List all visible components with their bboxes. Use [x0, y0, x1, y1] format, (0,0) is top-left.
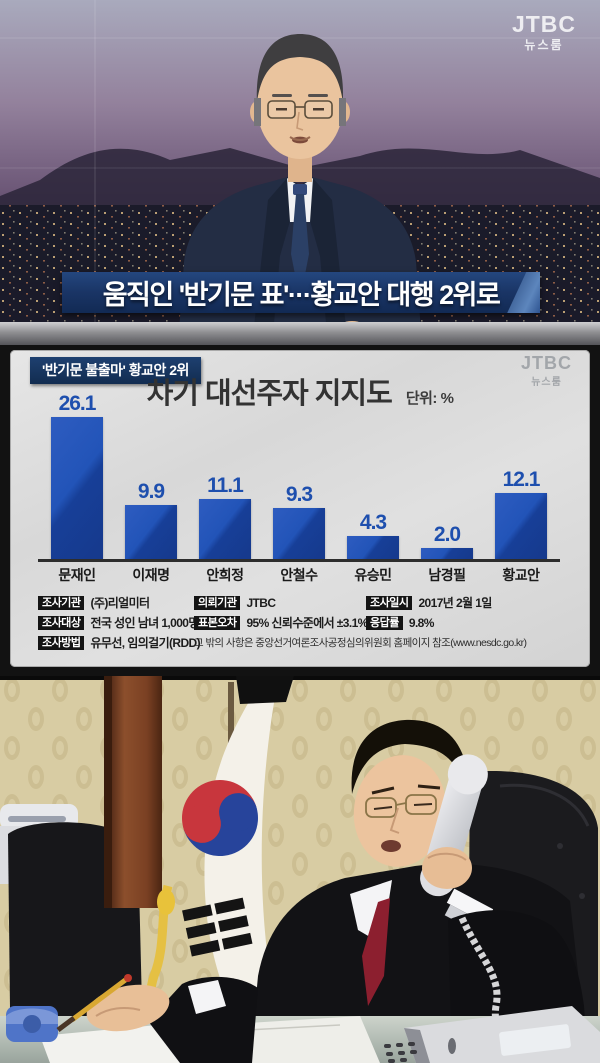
- bar: [347, 536, 399, 559]
- survey-info: 조사기관 (주)리얼미터 의뢰기관 JTBC 조사일시 2017년 2월 1일 …: [38, 594, 572, 651]
- survey-label: 응답률: [366, 615, 403, 630]
- bar-value-label: 26.1: [58, 392, 97, 415]
- bar: [199, 499, 251, 559]
- topic-tag-badge: '반기문 불출마' 황교안 2위: [30, 357, 201, 384]
- x-axis-line: [38, 559, 560, 562]
- survey-label: 의뢰기관: [194, 595, 241, 610]
- bar-value-label: 4.3: [359, 511, 387, 534]
- survey-value: 9.8%: [408, 615, 435, 630]
- chart-title-row: 차기 대선주자 지지도 단위: %: [10, 370, 590, 412]
- category-label: 황교안: [502, 567, 540, 583]
- survey-item-response-rate: 응답률 9.8%: [366, 614, 572, 631]
- bar-column: 26.1: [40, 392, 114, 559]
- category-label: 이재명: [132, 567, 170, 583]
- category-label: 유승민: [354, 567, 392, 583]
- survey-label: 조사방법: [38, 635, 85, 650]
- category-labels: 문재인 이재명 안희정 안철수 유승민 남경필 황교안: [40, 565, 558, 585]
- survey-item-margin: 표본오차 95% 신뢰수준에서 ±3.1%p: [194, 614, 375, 631]
- photo-hwang-kyo-ahn-phone-call: [0, 676, 600, 1063]
- red-tie: [362, 898, 390, 1006]
- survey-label: 조사대상: [38, 615, 85, 630]
- tape-dispenser: [6, 1006, 58, 1042]
- survey-label: 조사일시: [366, 595, 413, 610]
- bar-value-label: 9.9: [137, 480, 165, 503]
- left-arm-writing: [56, 974, 258, 1063]
- watermark-channel-text: JTBC: [520, 353, 572, 373]
- headline-banner: 움직인 '반기문 표'···황교안 대행 2위로: [62, 272, 540, 313]
- category-label: 안희정: [206, 567, 244, 583]
- survey-value: JTBC: [246, 595, 276, 610]
- photo-illustration: [0, 676, 600, 1063]
- survey-item-client: 의뢰기관 JTBC: [194, 594, 366, 611]
- bar-value-label: 2.0: [433, 523, 461, 546]
- bar: [125, 505, 177, 559]
- bar-value-label: 12.1: [502, 468, 541, 491]
- survey-label: 조사기관: [38, 595, 85, 610]
- headline-text: 움직인 '반기문 표'···황교안 대행 2위로: [102, 280, 501, 310]
- bar-chart: 26.1 9.9 11.1 9.3 4.3 2.0 12.1: [40, 392, 558, 559]
- bar-column: 9.3: [262, 483, 336, 559]
- newsroom-logo-text: 뉴스룸: [524, 38, 564, 52]
- wood-pillar: [112, 676, 162, 908]
- jtbc-watermark-logo: JTBC 뉴스룸: [520, 353, 572, 388]
- studio-scene: JTBC 뉴스룸 움직인 '반기문 표'···황교안 대행 2위로: [0, 0, 600, 345]
- bar: [495, 493, 547, 559]
- bar-column: 11.1: [188, 474, 262, 559]
- chart-unit-label: 단위: %: [405, 390, 454, 407]
- chart-title: 차기 대선주자 지지도: [146, 378, 393, 410]
- survey-value: 95% 신뢰수준에서 ±3.1%p: [246, 616, 375, 630]
- mouth: [381, 840, 401, 852]
- survey-item-method: 조사방법 유무선, 임의걸기(RDD): [38, 634, 201, 651]
- bar: [421, 548, 473, 559]
- survey-item-date: 조사일시 2017년 2월 1일: [366, 594, 572, 611]
- survey-value: 전국 성인 남녀 1,000명: [90, 616, 199, 630]
- poll-chart-panel: '반기문 불출마' 황교안 2위 JTBC 뉴스룸 차기 대선주자 지지도 단위…: [0, 345, 600, 676]
- right-hand: [422, 847, 472, 889]
- banner-arrow-decoration: [500, 272, 540, 313]
- survey-item-sample: 조사대상 전국 성인 남녀 1,000명: [38, 614, 199, 631]
- telephone-base: [384, 1006, 600, 1063]
- studio-desk-edge: [0, 322, 600, 345]
- flag-trigram: [182, 897, 253, 957]
- bar: [273, 508, 325, 559]
- bar-column: 12.1: [484, 468, 558, 559]
- survey-item-agency: 조사기관 (주)리얼미터: [38, 594, 194, 611]
- taegeuk-symbol: [182, 780, 258, 856]
- topic-tag-text: '반기문 불출마' 황교안 2위: [42, 362, 189, 378]
- category-label: 안철수: [280, 567, 318, 583]
- korean-flag: [146, 676, 294, 1014]
- survey-footnote: 그 밖의 사항은 중앙선거여론조사공정심의위원회 홈페이지 참조(www.nes…: [194, 637, 527, 649]
- bar: [51, 417, 103, 559]
- survey-value: 2017년 2월 1일: [418, 596, 492, 610]
- watermark-program-text: 뉴스룸: [531, 377, 562, 388]
- chart-board: '반기문 불출마' 황교안 2위 JTBC 뉴스룸 차기 대선주자 지지도 단위…: [10, 350, 590, 667]
- survey-label: 표본오차: [194, 615, 241, 630]
- jtbc-logo: JTBC 뉴스룸: [512, 13, 576, 53]
- category-label: 남경필: [428, 567, 466, 583]
- survey-value: (주)리얼미터: [90, 596, 150, 610]
- survey-value: 유무선, 임의걸기(RDD): [90, 636, 201, 650]
- pencil: [70, 976, 130, 1022]
- bar-column: 4.3: [336, 511, 410, 559]
- jtbc-logo-text: JTBC: [511, 11, 576, 37]
- bar-column: 2.0: [410, 523, 484, 559]
- category-label: 문재인: [58, 567, 96, 583]
- bar-column: 9.9: [114, 480, 188, 559]
- bar-value-label: 9.3: [285, 483, 313, 506]
- bar-value-label: 11.1: [207, 474, 244, 497]
- hwang-glasses: [365, 794, 437, 818]
